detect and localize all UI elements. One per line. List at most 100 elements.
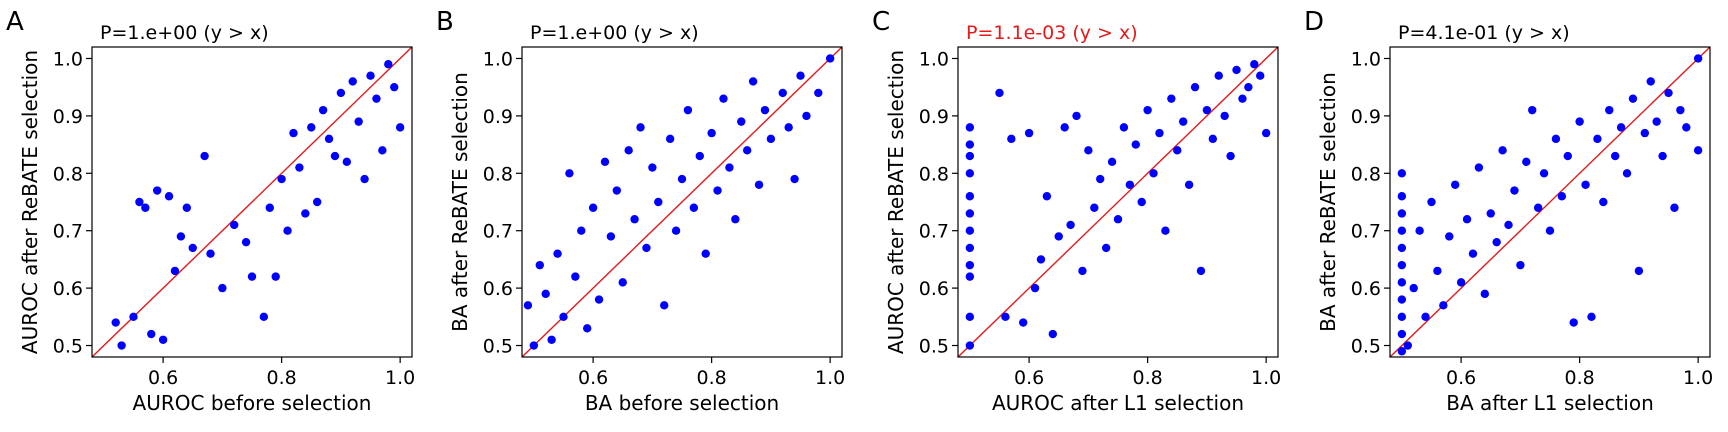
data-point (395, 123, 405, 132)
data-point (965, 151, 975, 161)
data-point (312, 197, 322, 207)
data-point (1131, 140, 1140, 149)
data-point (372, 94, 381, 103)
data-point (1125, 180, 1135, 189)
data-point (707, 128, 716, 138)
data-point (342, 157, 352, 167)
x-tick-label: 0.8 (697, 367, 727, 389)
data-point (1516, 260, 1525, 270)
x-tick-label: 1.0 (1251, 367, 1281, 389)
y-tick-label: 0.9 (919, 106, 949, 128)
data-point (1575, 117, 1584, 126)
y-tick-label: 0.5 (53, 336, 83, 358)
data-point (529, 341, 539, 350)
y-tick-label: 0.5 (919, 336, 949, 358)
data-point (1101, 243, 1111, 253)
x-tick-label: 0.8 (1133, 367, 1163, 389)
y-tick-label: 1.0 (483, 48, 513, 70)
data-point (535, 260, 544, 270)
x-tick-label: 1.0 (815, 367, 845, 389)
data-point (965, 123, 975, 132)
x-tick-label: 0.8 (267, 367, 297, 389)
data-point (366, 71, 375, 80)
data-point (624, 146, 633, 155)
data-point (965, 243, 975, 253)
data-point (318, 105, 328, 115)
data-point (206, 249, 215, 258)
plot-frame (91, 46, 413, 358)
data-point (158, 335, 168, 344)
data-point (1676, 105, 1685, 115)
data-point (642, 243, 651, 253)
data-point (1060, 123, 1069, 132)
data-point (995, 88, 1004, 98)
data-point (547, 335, 556, 344)
data-point (588, 203, 598, 212)
data-point (141, 203, 150, 212)
y-axis-label: AUROC after ReBATE selection (18, 50, 42, 354)
y-tick-label: 0.5 (1351, 336, 1381, 358)
data-point (665, 134, 675, 144)
data-point (1256, 71, 1265, 80)
data-point (1640, 128, 1650, 138)
data-point (778, 88, 787, 98)
data-point (1143, 105, 1152, 115)
y-tick-label: 0.6 (1351, 278, 1381, 300)
data-point (1599, 197, 1608, 207)
reference-line-y-equals-x (958, 47, 1278, 357)
data-point (1450, 180, 1460, 189)
data-point (1149, 169, 1158, 178)
data-point (1220, 111, 1229, 121)
panel-letter: D (1304, 7, 1324, 37)
y-tick-label: 1.0 (919, 48, 949, 70)
x-tick-label: 0.8 (1565, 367, 1595, 389)
data-point (1468, 249, 1478, 258)
data-point (1462, 215, 1472, 224)
data-point (1581, 180, 1590, 189)
y-axis-label: BA after ReBATE selection (448, 72, 472, 332)
data-point (1421, 312, 1430, 322)
panel-letter: B (436, 7, 454, 37)
data-point (965, 226, 975, 235)
y-tick-label: 0.8 (919, 163, 949, 185)
data-point (1682, 123, 1691, 132)
data-point (188, 243, 197, 253)
data-point (594, 295, 604, 304)
chart-0-data (92, 47, 412, 357)
data-point (111, 318, 120, 327)
data-point (1693, 54, 1703, 63)
data-point (1397, 243, 1407, 253)
data-point (1628, 94, 1638, 103)
data-point (1658, 151, 1667, 161)
data-point (1498, 146, 1507, 155)
data-point (1616, 123, 1626, 132)
data-point (1024, 128, 1034, 138)
data-point (695, 151, 704, 161)
data-point (1066, 220, 1075, 230)
y-tick-label: 0.5 (483, 336, 513, 358)
data-point (648, 163, 657, 172)
data-point (1238, 94, 1247, 103)
data-point (1397, 347, 1407, 356)
data-point (271, 272, 280, 281)
data-point (1445, 232, 1454, 241)
y-tick-label: 0.7 (919, 221, 949, 243)
data-point (1634, 266, 1644, 276)
data-point (1670, 203, 1679, 212)
data-point (1427, 197, 1436, 207)
y-tick-label: 1.0 (1351, 48, 1381, 70)
x-axis-label: BA before selection (585, 391, 779, 415)
data-point (1693, 146, 1703, 155)
data-point (1528, 105, 1537, 115)
data-point (1202, 105, 1212, 115)
data-point (170, 266, 180, 276)
plot-frame (1389, 46, 1711, 358)
data-point (230, 220, 239, 230)
data-point (965, 272, 975, 281)
data-point (348, 77, 357, 86)
panel-d: 0.6 0.8 1.0 0.5 0.6 0.7 0.8 0.9 1.0 BA after L1 s… (1304, 7, 1713, 415)
data-point (1119, 123, 1129, 132)
data-point (1646, 77, 1655, 86)
chart-1-data (522, 47, 842, 357)
